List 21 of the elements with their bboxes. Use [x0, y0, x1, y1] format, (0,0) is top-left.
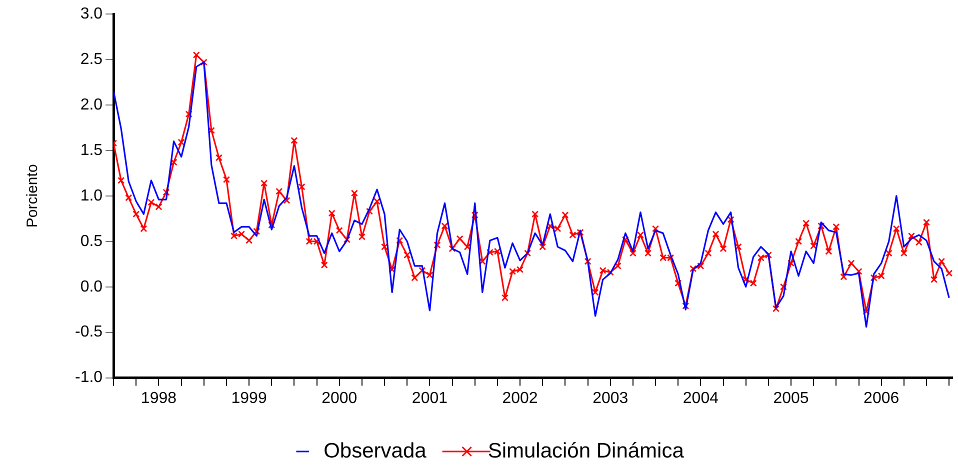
y-tick-label: 2.5: [80, 50, 103, 68]
legend-label: Observada: [324, 439, 427, 462]
y-tick-label: 0.0: [80, 278, 103, 296]
y-axis-title: Porciento: [24, 164, 42, 228]
x-tick-label: 2001: [412, 390, 448, 407]
y-tick-label: 0.5: [80, 232, 103, 250]
y-tick-label: -1.0: [74, 369, 103, 386]
x-tick-label: 2002: [502, 390, 538, 407]
x-tick-label: 2004: [682, 390, 719, 407]
legend-label: Simulación Dinámica: [488, 439, 684, 462]
x-tick-label: 2005: [773, 390, 809, 407]
y-tick-label: 3.0: [80, 5, 103, 22]
y-tick-label: 1.0: [80, 187, 103, 204]
x-tick-label: 2000: [322, 390, 358, 407]
y-tick-label: -0.5: [74, 324, 103, 341]
x-tick-label: 2003: [592, 390, 628, 407]
y-tick-label: 2.0: [80, 96, 103, 114]
x-tick-label: 1998: [140, 390, 177, 407]
y-tick-label: 1.5: [80, 142, 103, 159]
x-tick-label: 2006: [864, 390, 900, 407]
x-tick-label: 1999: [231, 390, 267, 407]
